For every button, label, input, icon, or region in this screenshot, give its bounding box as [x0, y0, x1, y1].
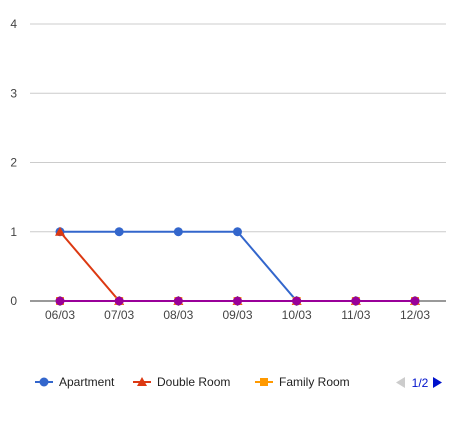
series-lines — [55, 226, 420, 306]
data-point — [410, 296, 420, 306]
legend-next-page-button[interactable] — [433, 377, 442, 388]
x-tick-label: 06/03 — [45, 308, 75, 322]
series-5 — [55, 296, 420, 306]
legend-swatch-marker — [260, 378, 268, 386]
data-point — [173, 296, 183, 306]
gridlines — [30, 23, 446, 302]
legend: Apartment Double Room Family Room — [35, 375, 350, 389]
data-point — [55, 296, 65, 306]
data-point — [292, 296, 302, 306]
series-line — [60, 230, 415, 302]
x-tick-label: 07/03 — [104, 308, 134, 322]
legend-swatch-marker — [39, 377, 49, 387]
x-tick-label: 10/03 — [282, 308, 312, 322]
data-point — [233, 227, 242, 237]
legend-label: Double Room — [157, 375, 230, 389]
x-tick-label: 09/03 — [222, 308, 252, 322]
data-point — [173, 227, 183, 237]
data-point — [114, 296, 124, 306]
legend-item-family-room[interactable]: Family Room — [255, 375, 350, 389]
data-point — [233, 296, 242, 306]
series-double-room — [55, 226, 420, 305]
x-tick-label: 08/03 — [163, 308, 193, 322]
data-point — [351, 296, 361, 306]
x-tick-label: 12/03 — [400, 308, 430, 322]
legend-label: Apartment — [59, 375, 115, 389]
data-point — [114, 227, 124, 237]
series-apartment — [55, 227, 420, 306]
y-tick-label: 3 — [10, 86, 17, 100]
legend-swatch-marker — [137, 377, 147, 386]
y-tick-label: 4 — [10, 17, 17, 31]
series-line — [59, 231, 415, 302]
data-point — [55, 226, 65, 236]
legend-item-double-room[interactable]: Double Room — [133, 375, 230, 389]
y-tick-label: 2 — [10, 156, 17, 170]
y-axis-ticks: 0 1 2 3 4 — [10, 17, 17, 308]
x-tick-label: 11/03 — [341, 308, 370, 322]
legend-prev-page-button[interactable] — [396, 377, 405, 388]
y-tick-label: 1 — [10, 225, 17, 239]
legend-page-label: 1/2 — [412, 376, 429, 390]
legend-pager: 1/2 — [396, 376, 442, 390]
x-axis-ticks: 06/03 07/03 08/03 09/03 10/03 11/03 12/03 — [45, 308, 430, 322]
legend-label: Family Room — [279, 375, 350, 389]
y-tick-label: 0 — [10, 294, 17, 308]
legend-item-apartment[interactable]: Apartment — [35, 375, 115, 389]
